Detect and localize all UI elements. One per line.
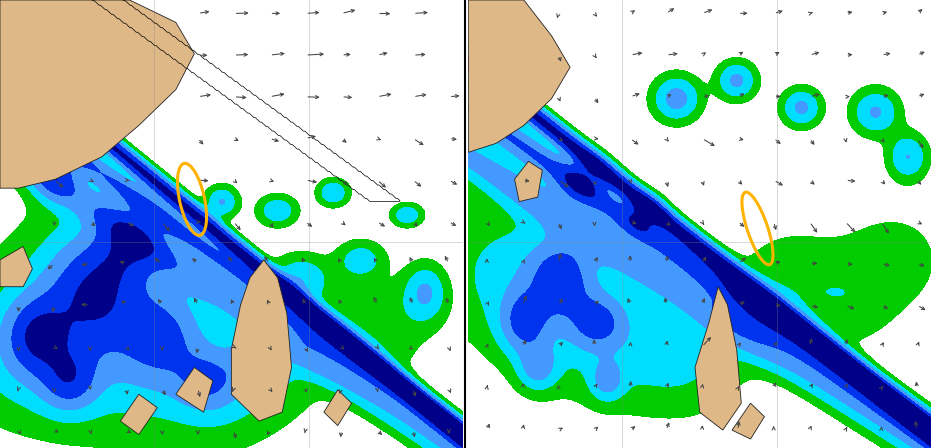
Polygon shape: [324, 390, 352, 426]
Polygon shape: [0, 246, 33, 287]
Polygon shape: [231, 260, 291, 421]
Polygon shape: [695, 287, 741, 430]
Polygon shape: [120, 394, 157, 435]
Polygon shape: [515, 161, 543, 202]
Polygon shape: [0, 0, 195, 188]
Polygon shape: [176, 367, 213, 412]
Polygon shape: [732, 403, 764, 439]
Polygon shape: [468, 0, 570, 152]
